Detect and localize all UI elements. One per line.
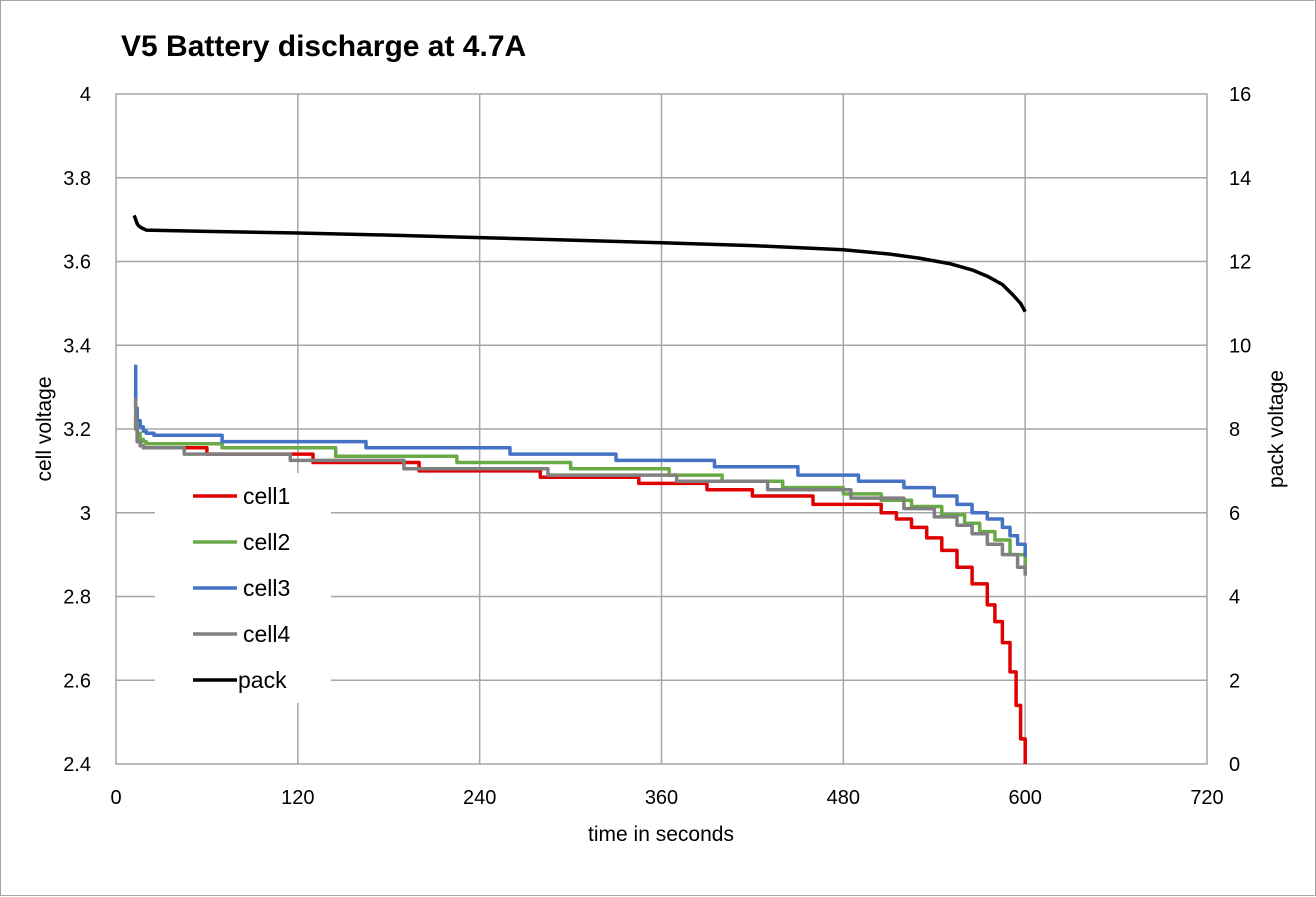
x-tick-label: 360 bbox=[645, 787, 678, 809]
series-line-cell2 bbox=[133, 385, 1027, 574]
y2-tick-label: 14 bbox=[1229, 168, 1251, 190]
y-tick-label: 3.4 bbox=[63, 335, 91, 357]
y-tick-label: 3 bbox=[80, 503, 91, 525]
x-tick-label: 480 bbox=[827, 787, 860, 809]
x-axis-title: time in seconds bbox=[588, 823, 734, 846]
x-tick-label: 0 bbox=[110, 787, 121, 809]
series-line-cell4 bbox=[133, 397, 1027, 576]
gridlines bbox=[115, 93, 1208, 765]
y-tick-label: 2.6 bbox=[63, 670, 91, 692]
y-tick-label: 3.6 bbox=[63, 252, 91, 274]
legend: cell1 cell2 cell3 cell4 pack bbox=[193, 483, 291, 693]
series-line-pack bbox=[132, 214, 1027, 313]
y-axis-title: cell voltage bbox=[33, 376, 56, 481]
x-tick-label: 240 bbox=[463, 787, 496, 809]
tick-labels: 0 120 240 360 480 600 7202.42.62.833.23.43.63.… bbox=[63, 84, 1251, 809]
y-tick-label: 3.8 bbox=[63, 168, 91, 190]
y2-tick-label: 8 bbox=[1229, 419, 1240, 441]
legend-label-cell3: cell3 bbox=[243, 575, 290, 601]
series-line-cell3 bbox=[133, 364, 1027, 557]
legend-label-cell1: cell1 bbox=[243, 483, 290, 509]
chart-title: V5 Battery discharge at 4.7A bbox=[121, 30, 526, 63]
legend-label-cell4: cell4 bbox=[243, 621, 291, 647]
y-tick-label: 2.8 bbox=[63, 587, 91, 609]
y2-tick-label: 6 bbox=[1229, 503, 1240, 525]
y-tick-label: 3.2 bbox=[63, 419, 91, 441]
legend-label-cell2: cell2 bbox=[243, 529, 290, 555]
y-tick-label: 2.4 bbox=[63, 754, 91, 776]
y2-tick-label: 2 bbox=[1229, 670, 1240, 692]
y2-tick-label: 10 bbox=[1229, 335, 1251, 357]
series-lines bbox=[132, 214, 1027, 764]
x-tick-label: 720 bbox=[1190, 787, 1223, 809]
x-tick-label: 600 bbox=[1008, 787, 1041, 809]
y2-axis-title: pack voltage bbox=[1265, 370, 1288, 488]
y2-tick-label: 16 bbox=[1229, 84, 1251, 106]
y2-tick-label: 12 bbox=[1229, 252, 1251, 274]
legend-label-pack: pack bbox=[238, 667, 287, 693]
y2-tick-label: 4 bbox=[1229, 587, 1240, 609]
y2-tick-label: 0 bbox=[1229, 754, 1240, 776]
x-tick-label: 120 bbox=[281, 787, 314, 809]
legend-background bbox=[155, 473, 331, 703]
y-tick-label: 4 bbox=[80, 84, 91, 106]
